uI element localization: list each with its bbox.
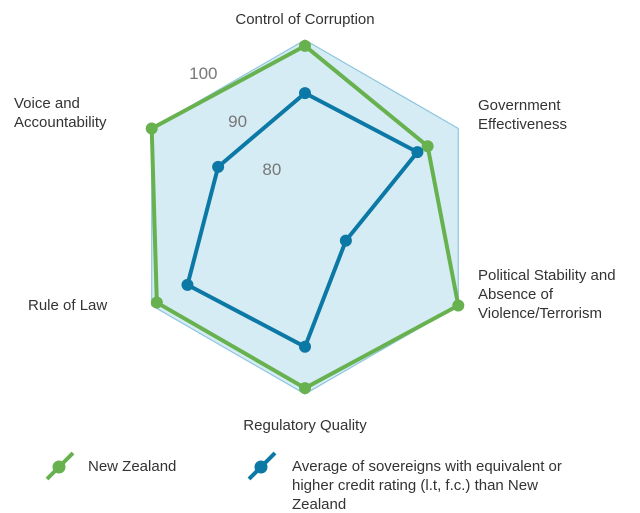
legend-marker (52, 460, 66, 474)
data-point (421, 140, 434, 153)
legend-label: Average of sovereigns with equivalent or… (292, 458, 562, 513)
data-point (452, 299, 465, 312)
data-point (299, 340, 311, 353)
data-point (150, 296, 163, 309)
r-tick-label: 90 (228, 112, 247, 131)
data-point (411, 146, 424, 159)
data-point (299, 87, 311, 100)
legend-label: New Zealand (88, 458, 177, 475)
data-point (299, 382, 311, 395)
axis-label: Control of Corruption (235, 11, 375, 28)
axis-label: Regulatory Quality (243, 417, 367, 434)
data-point (181, 278, 194, 291)
legend-marker (254, 460, 268, 474)
axis-label: Government Effectiveness (478, 97, 567, 133)
data-point (339, 234, 352, 247)
axis-label: Political Stability and Absence of Viole… (478, 267, 616, 322)
r-tick-label: 100 (189, 64, 217, 83)
axis-label: Rule of Law (28, 297, 108, 314)
axis-label: Voice and Accountability (14, 95, 107, 131)
data-point (212, 160, 225, 173)
data-point (145, 122, 158, 135)
data-point (299, 39, 311, 52)
r-tick-label: 80 (262, 160, 281, 179)
